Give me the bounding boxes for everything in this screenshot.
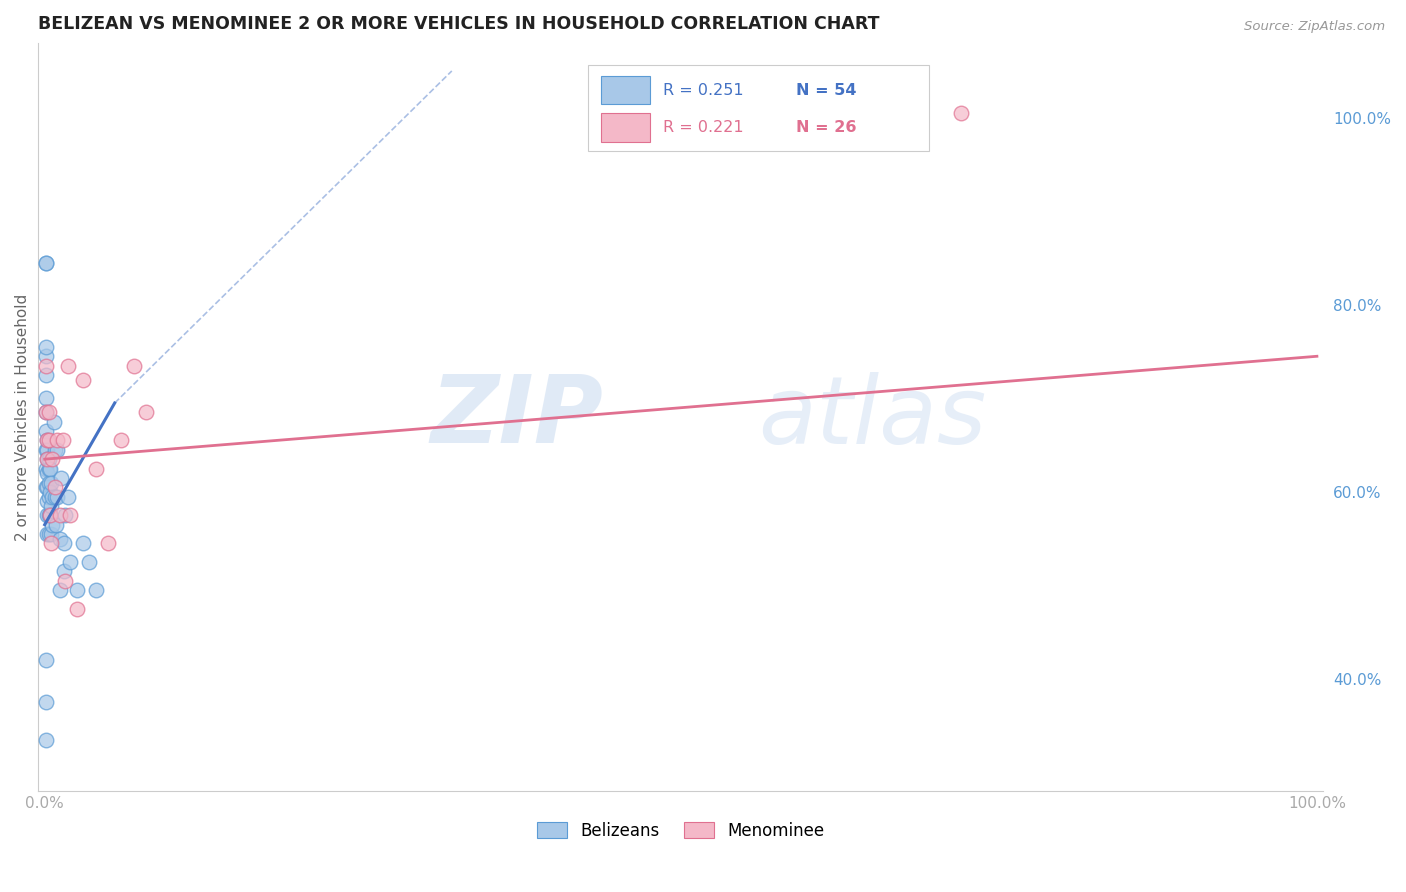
Point	[65, 583, 87, 598]
Point	[52, 565, 75, 579]
Point	[46, 490, 69, 504]
Point	[38, 461, 60, 475]
Point	[38, 452, 60, 467]
Point	[39, 527, 62, 541]
Text: N = 26: N = 26	[796, 120, 856, 135]
Text: R = 0.251: R = 0.251	[662, 83, 744, 97]
Point	[35, 695, 58, 709]
Text: N = 54: N = 54	[796, 83, 856, 97]
Point	[35, 405, 58, 419]
Point	[45, 517, 67, 532]
Point	[35, 349, 58, 363]
Point	[38, 405, 60, 419]
Point	[56, 490, 79, 504]
Point	[44, 480, 66, 494]
FancyBboxPatch shape	[602, 76, 650, 104]
Point	[53, 508, 76, 523]
Point	[35, 480, 58, 494]
Point	[38, 475, 60, 490]
Point	[72, 373, 94, 387]
Point	[38, 508, 60, 523]
Y-axis label: 2 or more Vehicles in Household: 2 or more Vehicles in Household	[15, 293, 30, 541]
Point	[949, 106, 972, 120]
Point	[38, 527, 60, 541]
Point	[37, 442, 59, 457]
Point	[37, 452, 59, 467]
Point	[37, 494, 59, 508]
Point	[35, 461, 58, 475]
Point	[35, 424, 58, 438]
Text: Source: ZipAtlas.com: Source: ZipAtlas.com	[1244, 20, 1385, 33]
Point	[49, 583, 72, 598]
Point	[59, 555, 82, 569]
Point	[39, 499, 62, 513]
Point	[35, 405, 58, 419]
Point	[52, 536, 75, 550]
Point	[37, 434, 59, 448]
Point	[38, 434, 60, 448]
Point	[65, 602, 87, 616]
Point	[135, 405, 157, 419]
Point	[35, 392, 58, 406]
Point	[77, 555, 100, 569]
Point	[39, 536, 62, 550]
Point	[37, 527, 59, 541]
FancyBboxPatch shape	[588, 65, 929, 152]
Point	[51, 434, 73, 448]
Point	[35, 732, 58, 747]
Point	[59, 508, 82, 523]
Text: atlas: atlas	[758, 372, 986, 463]
Point	[49, 532, 72, 546]
Point	[49, 508, 72, 523]
Point	[38, 508, 60, 523]
Legend: Belizeans, Menominee: Belizeans, Menominee	[530, 815, 831, 847]
Point	[39, 475, 62, 490]
Point	[37, 467, 59, 481]
Point	[72, 536, 94, 550]
Point	[84, 461, 107, 475]
Point	[84, 583, 107, 598]
Point	[38, 461, 60, 475]
Point	[53, 574, 76, 588]
Point	[35, 359, 58, 373]
Point	[37, 452, 59, 467]
Point	[41, 452, 63, 467]
Point	[860, 125, 883, 139]
Point	[44, 442, 66, 457]
Point	[51, 471, 73, 485]
Point	[122, 359, 145, 373]
Point	[35, 256, 58, 270]
Point	[37, 434, 59, 448]
Point	[44, 490, 66, 504]
Point	[35, 442, 58, 457]
Point	[42, 415, 65, 429]
Point	[41, 490, 63, 504]
Point	[37, 508, 59, 523]
Point	[35, 256, 58, 270]
Point	[97, 536, 120, 550]
Point	[38, 484, 60, 499]
FancyBboxPatch shape	[602, 113, 650, 142]
Point	[56, 359, 79, 373]
Point	[35, 340, 58, 354]
Text: R = 0.221: R = 0.221	[662, 120, 744, 135]
Point	[41, 517, 63, 532]
Point	[46, 442, 69, 457]
Point	[46, 434, 69, 448]
Point	[35, 368, 58, 382]
Point	[38, 490, 60, 504]
Point	[37, 480, 59, 494]
Text: ZIP: ZIP	[430, 371, 603, 463]
Point	[35, 653, 58, 667]
Point	[110, 434, 132, 448]
Text: BELIZEAN VS MENOMINEE 2 OR MORE VEHICLES IN HOUSEHOLD CORRELATION CHART: BELIZEAN VS MENOMINEE 2 OR MORE VEHICLES…	[38, 15, 880, 33]
Point	[38, 508, 60, 523]
